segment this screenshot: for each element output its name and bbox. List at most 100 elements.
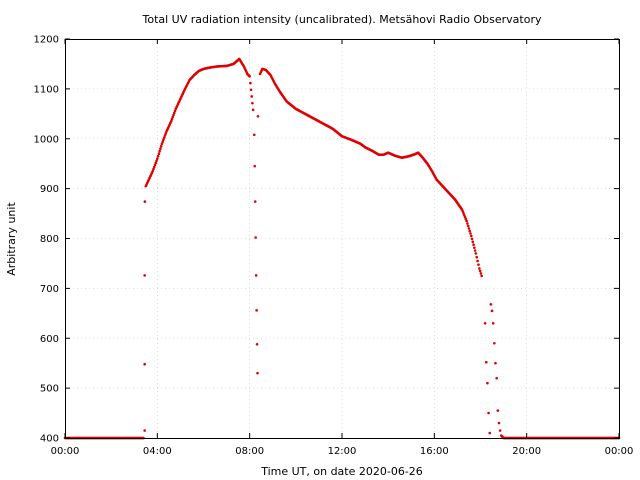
data-point xyxy=(170,117,174,121)
data-point xyxy=(158,149,161,153)
plot-frame xyxy=(65,39,620,439)
data-point xyxy=(489,303,493,306)
data-point xyxy=(497,421,501,425)
data-point xyxy=(143,200,147,203)
data-point xyxy=(169,119,173,123)
data-point xyxy=(467,227,471,230)
data-point xyxy=(157,152,161,156)
y-tick-label: 1000 xyxy=(34,134,59,145)
data-point xyxy=(163,134,167,137)
data-point xyxy=(473,249,477,252)
y-tick-label: 900 xyxy=(40,184,59,195)
data-point xyxy=(478,269,482,273)
x-tick-label: 04:00 xyxy=(143,446,172,457)
x-tick-label: 00:00 xyxy=(51,446,80,457)
data-point xyxy=(487,411,490,415)
data-point xyxy=(251,108,255,112)
data-point xyxy=(152,165,156,169)
data-point xyxy=(470,237,474,241)
grid-lines xyxy=(65,39,619,438)
data-point xyxy=(164,132,168,135)
data-point xyxy=(249,81,252,85)
data-point xyxy=(250,95,254,98)
data-point xyxy=(469,234,473,238)
data-point xyxy=(172,113,175,117)
y-tick-label: 500 xyxy=(40,384,59,395)
data-point xyxy=(488,431,492,435)
data-point xyxy=(466,224,470,228)
data-point xyxy=(256,371,259,375)
data-point xyxy=(155,159,158,163)
data-point xyxy=(143,429,146,432)
y-tick-label: 1100 xyxy=(34,84,59,95)
data-point xyxy=(473,246,476,249)
data-point xyxy=(160,142,164,146)
x-tick-label: 20:00 xyxy=(512,446,541,457)
data-point xyxy=(469,232,472,235)
data-point xyxy=(153,163,157,167)
x-tick-label: 16:00 xyxy=(420,446,449,457)
data-point xyxy=(252,133,256,137)
data-point xyxy=(255,309,258,312)
data-point xyxy=(248,75,251,78)
axis-ticks: 00:00 04:00 08:00 12:00 16:00 20:00 00:0040050… xyxy=(34,35,634,458)
data-point xyxy=(162,136,166,139)
data-point xyxy=(483,321,487,325)
data-point xyxy=(159,147,162,151)
data-point xyxy=(477,263,480,266)
y-axis-label: Arbitrary unit xyxy=(5,202,18,276)
y-tick-label: 400 xyxy=(40,434,59,445)
data-point xyxy=(493,341,496,345)
data-point xyxy=(143,274,146,277)
data-point xyxy=(251,101,254,105)
data-point xyxy=(249,88,253,92)
data-point xyxy=(465,219,468,223)
data-point xyxy=(472,243,475,247)
data-point xyxy=(156,154,160,158)
data-point xyxy=(253,164,257,168)
chart-title: Total UV radiation intensity (uncalibrat… xyxy=(142,13,542,26)
data-point xyxy=(494,361,497,365)
data-point xyxy=(491,321,495,325)
data-point xyxy=(143,362,146,366)
y-tick-label: 1200 xyxy=(34,35,59,46)
x-tick-label: 08:00 xyxy=(235,446,264,457)
data-point xyxy=(476,259,479,263)
data-point xyxy=(484,360,488,364)
data-point xyxy=(475,255,479,259)
data-point xyxy=(495,376,498,380)
data-point xyxy=(156,157,159,160)
data-point xyxy=(171,115,175,119)
x-tick-label: 00:00 xyxy=(605,446,634,457)
data-point xyxy=(486,381,489,385)
data-point xyxy=(479,272,483,275)
data-point xyxy=(159,144,163,148)
data-point xyxy=(172,111,176,115)
data-point xyxy=(254,274,258,277)
data-point xyxy=(161,140,165,143)
data-point xyxy=(151,169,155,173)
data-point xyxy=(490,309,494,313)
data-point xyxy=(162,138,165,141)
data-point xyxy=(152,167,155,171)
y-tick-label: 700 xyxy=(40,284,59,295)
data-point xyxy=(466,222,469,225)
data-point xyxy=(256,115,260,118)
data-point xyxy=(498,429,502,432)
data-point xyxy=(173,109,177,113)
data-point xyxy=(254,236,257,239)
data-point xyxy=(478,267,481,270)
data-point xyxy=(480,274,483,278)
data-point xyxy=(468,229,472,233)
data-points xyxy=(63,57,621,440)
data-point xyxy=(474,252,478,255)
y-tick-label: 800 xyxy=(40,234,59,245)
data-point xyxy=(253,200,257,203)
data-point xyxy=(496,409,500,412)
x-tick-label: 12:00 xyxy=(328,446,357,457)
y-tick-label: 600 xyxy=(40,334,59,345)
data-point xyxy=(255,342,259,346)
data-point xyxy=(154,161,158,165)
x-axis-label: Time UT, on date 2020-06-26 xyxy=(260,465,423,478)
